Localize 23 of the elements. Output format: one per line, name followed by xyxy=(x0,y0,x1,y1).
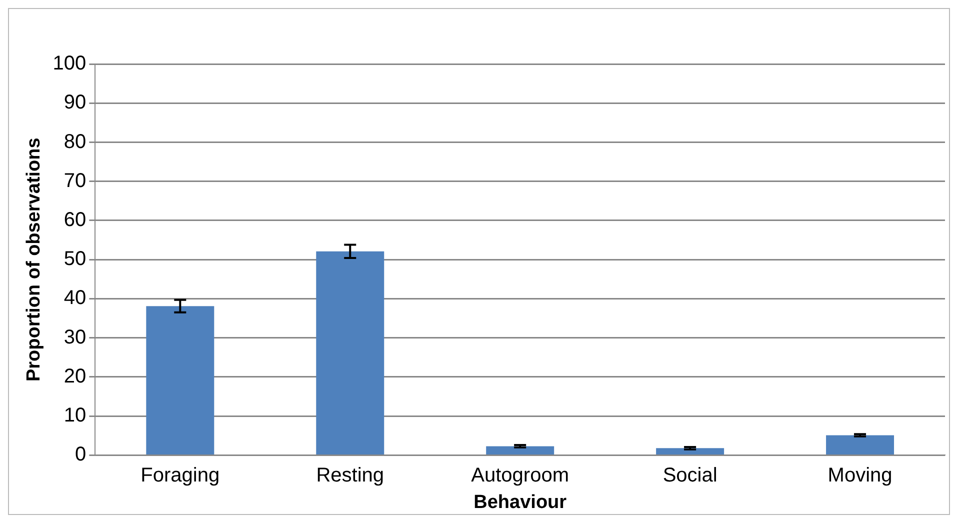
y-tick-label: 20 xyxy=(64,365,86,388)
y-tick-label: 10 xyxy=(64,404,86,427)
x-tick-label: Resting xyxy=(316,464,384,487)
bar xyxy=(486,446,554,454)
x-tick-label: Moving xyxy=(828,464,892,487)
y-tick-label: 30 xyxy=(64,326,86,348)
y-tick-label: 80 xyxy=(64,130,86,153)
y-axis-title: Proportion of observations xyxy=(24,138,45,382)
y-tick-label: 100 xyxy=(52,52,86,75)
y-tick-label: 90 xyxy=(64,92,86,114)
x-tick-label: Foraging xyxy=(140,464,220,487)
x-axis-title: Behaviour xyxy=(474,492,568,513)
x-tick-label: Autogroom xyxy=(471,464,570,487)
y-tick-label: 60 xyxy=(64,208,86,231)
bar xyxy=(656,448,724,454)
y-tick-label: 70 xyxy=(64,170,86,192)
y-tick-label: 0 xyxy=(75,444,86,466)
bar xyxy=(146,306,214,454)
y-tick-label: 50 xyxy=(64,248,86,270)
bar xyxy=(316,251,384,454)
y-tick-label: 40 xyxy=(64,287,86,310)
bar xyxy=(826,435,894,454)
x-tick-label: Social xyxy=(662,464,718,487)
